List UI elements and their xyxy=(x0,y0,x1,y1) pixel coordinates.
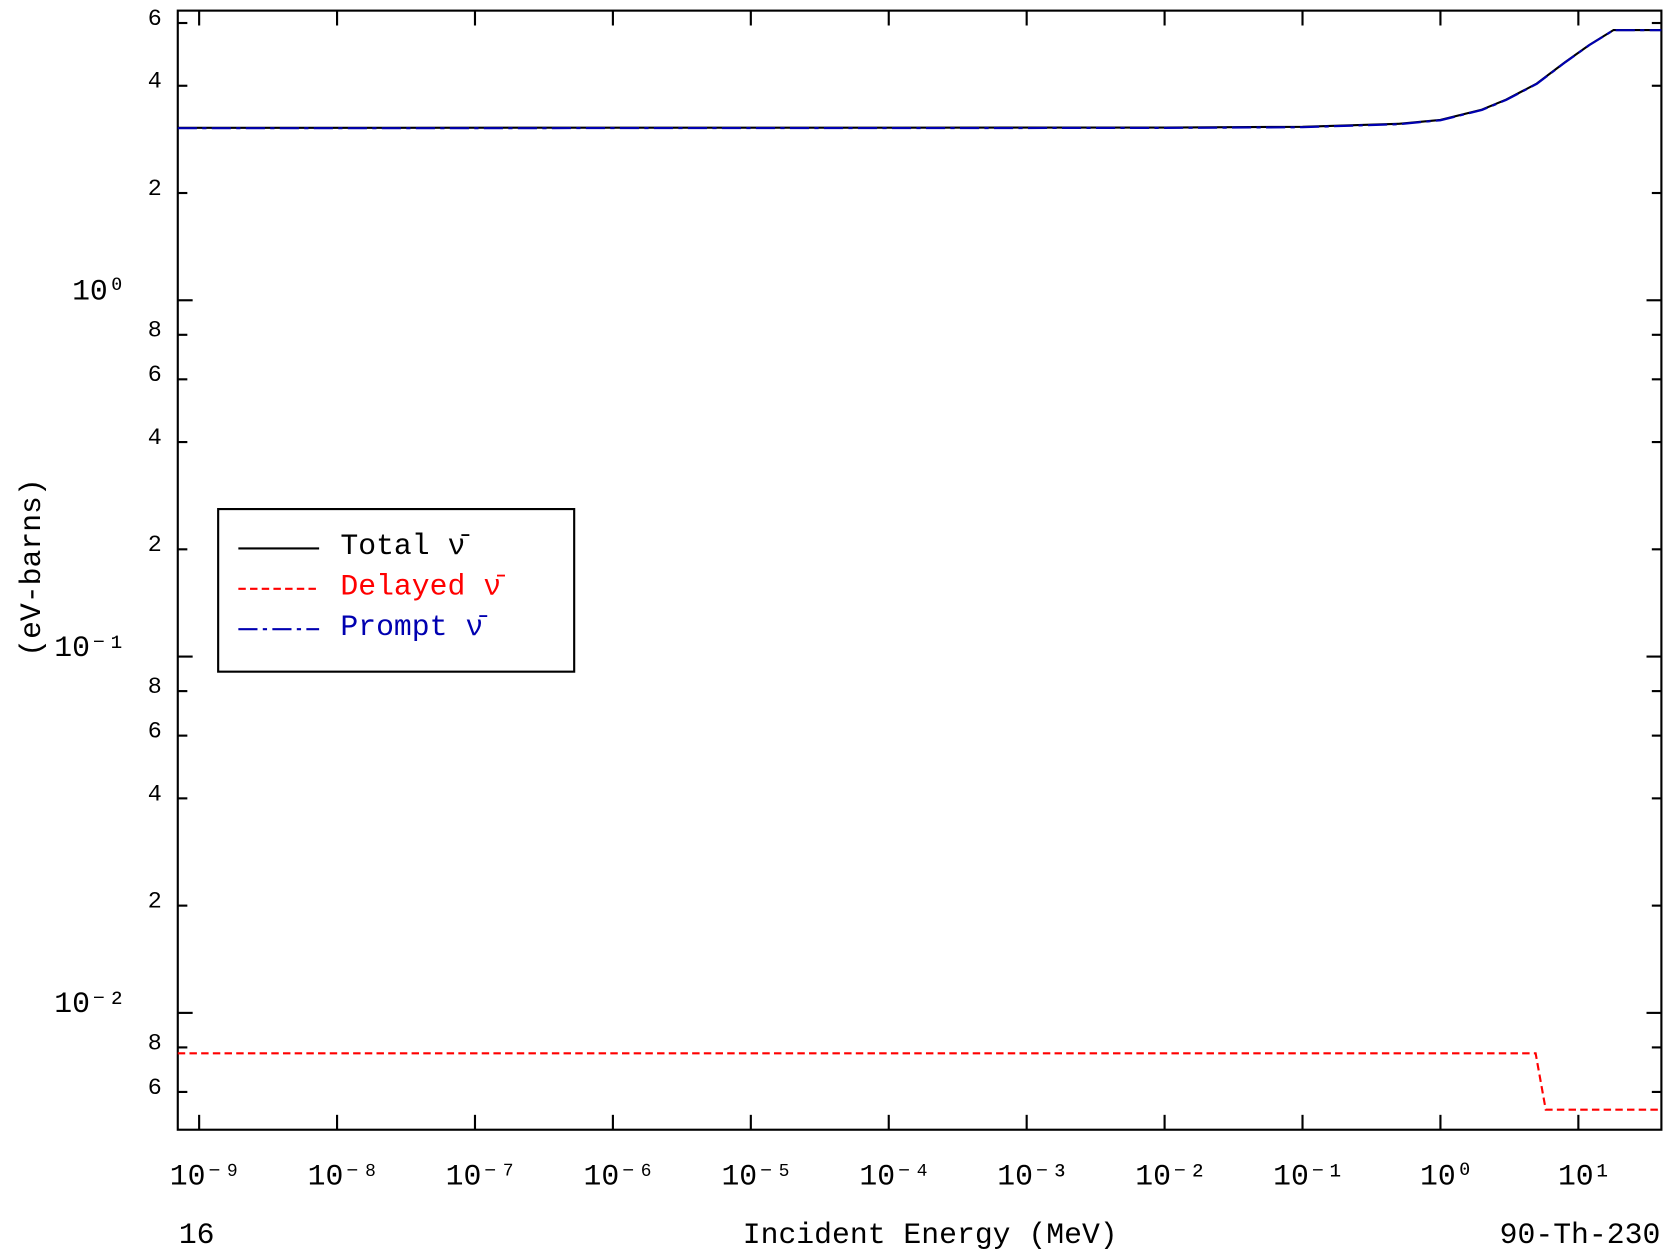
data-line xyxy=(177,29,1662,130)
x-tick-label: 10⁻² xyxy=(1135,1159,1206,1193)
y-tick-label: 8 xyxy=(148,319,162,345)
legend-label: Prompt ν̄ xyxy=(340,610,487,644)
y-axis-label: (eV-barns) xyxy=(15,478,49,657)
x-tick-label: 10⁰ xyxy=(1420,1159,1474,1193)
x-tick-label: 10⁻⁶ xyxy=(584,1159,655,1193)
y-tick-label: 2 xyxy=(148,533,162,559)
y-tick-label: 10⁻¹ xyxy=(54,631,125,665)
y-tick-label: 8 xyxy=(148,1031,162,1057)
x-tick-label: 10¹ xyxy=(1558,1159,1612,1193)
y-tick-label: 4 xyxy=(148,782,162,808)
y-tick-label: 8 xyxy=(148,675,162,701)
x-tick-label: 10⁻¹ xyxy=(1273,1159,1344,1193)
x-tick-label: 10⁻⁸ xyxy=(308,1159,379,1193)
y-tick-label: 2 xyxy=(148,177,162,203)
data-line xyxy=(177,1052,1662,1111)
footer-left: 16 xyxy=(179,1218,215,1252)
x-tick-label: 10⁻⁴ xyxy=(859,1159,930,1193)
y-tick-label: 6 xyxy=(148,720,162,746)
y-tick-label: 2 xyxy=(148,890,162,916)
legend-box xyxy=(217,508,576,673)
y-tick-label: 4 xyxy=(148,70,162,96)
legend-label: Total ν̄ xyxy=(340,529,469,563)
data-line xyxy=(177,28,1662,129)
x-tick-label: 10⁻⁵ xyxy=(721,1159,792,1193)
plot-frame xyxy=(176,9,1663,1131)
y-tick-label: 6 xyxy=(148,363,162,389)
x-tick-label: 10⁻⁷ xyxy=(446,1159,517,1193)
x-axis-label: Incident Energy (MeV) xyxy=(743,1218,1118,1252)
x-tick-label: 10⁻³ xyxy=(997,1159,1068,1193)
y-tick-label: 6 xyxy=(148,1076,162,1102)
y-tick-label: 10⁰ xyxy=(72,275,126,309)
y-tick-label: 4 xyxy=(148,426,162,452)
footer-right: 90-Th-230 xyxy=(1500,1218,1661,1252)
x-tick-label: 10⁻⁹ xyxy=(170,1159,241,1193)
y-tick-label: 10⁻² xyxy=(54,987,125,1021)
legend-label: Delayed ν̄ xyxy=(340,570,505,604)
y-tick-label: 6 xyxy=(148,7,162,33)
